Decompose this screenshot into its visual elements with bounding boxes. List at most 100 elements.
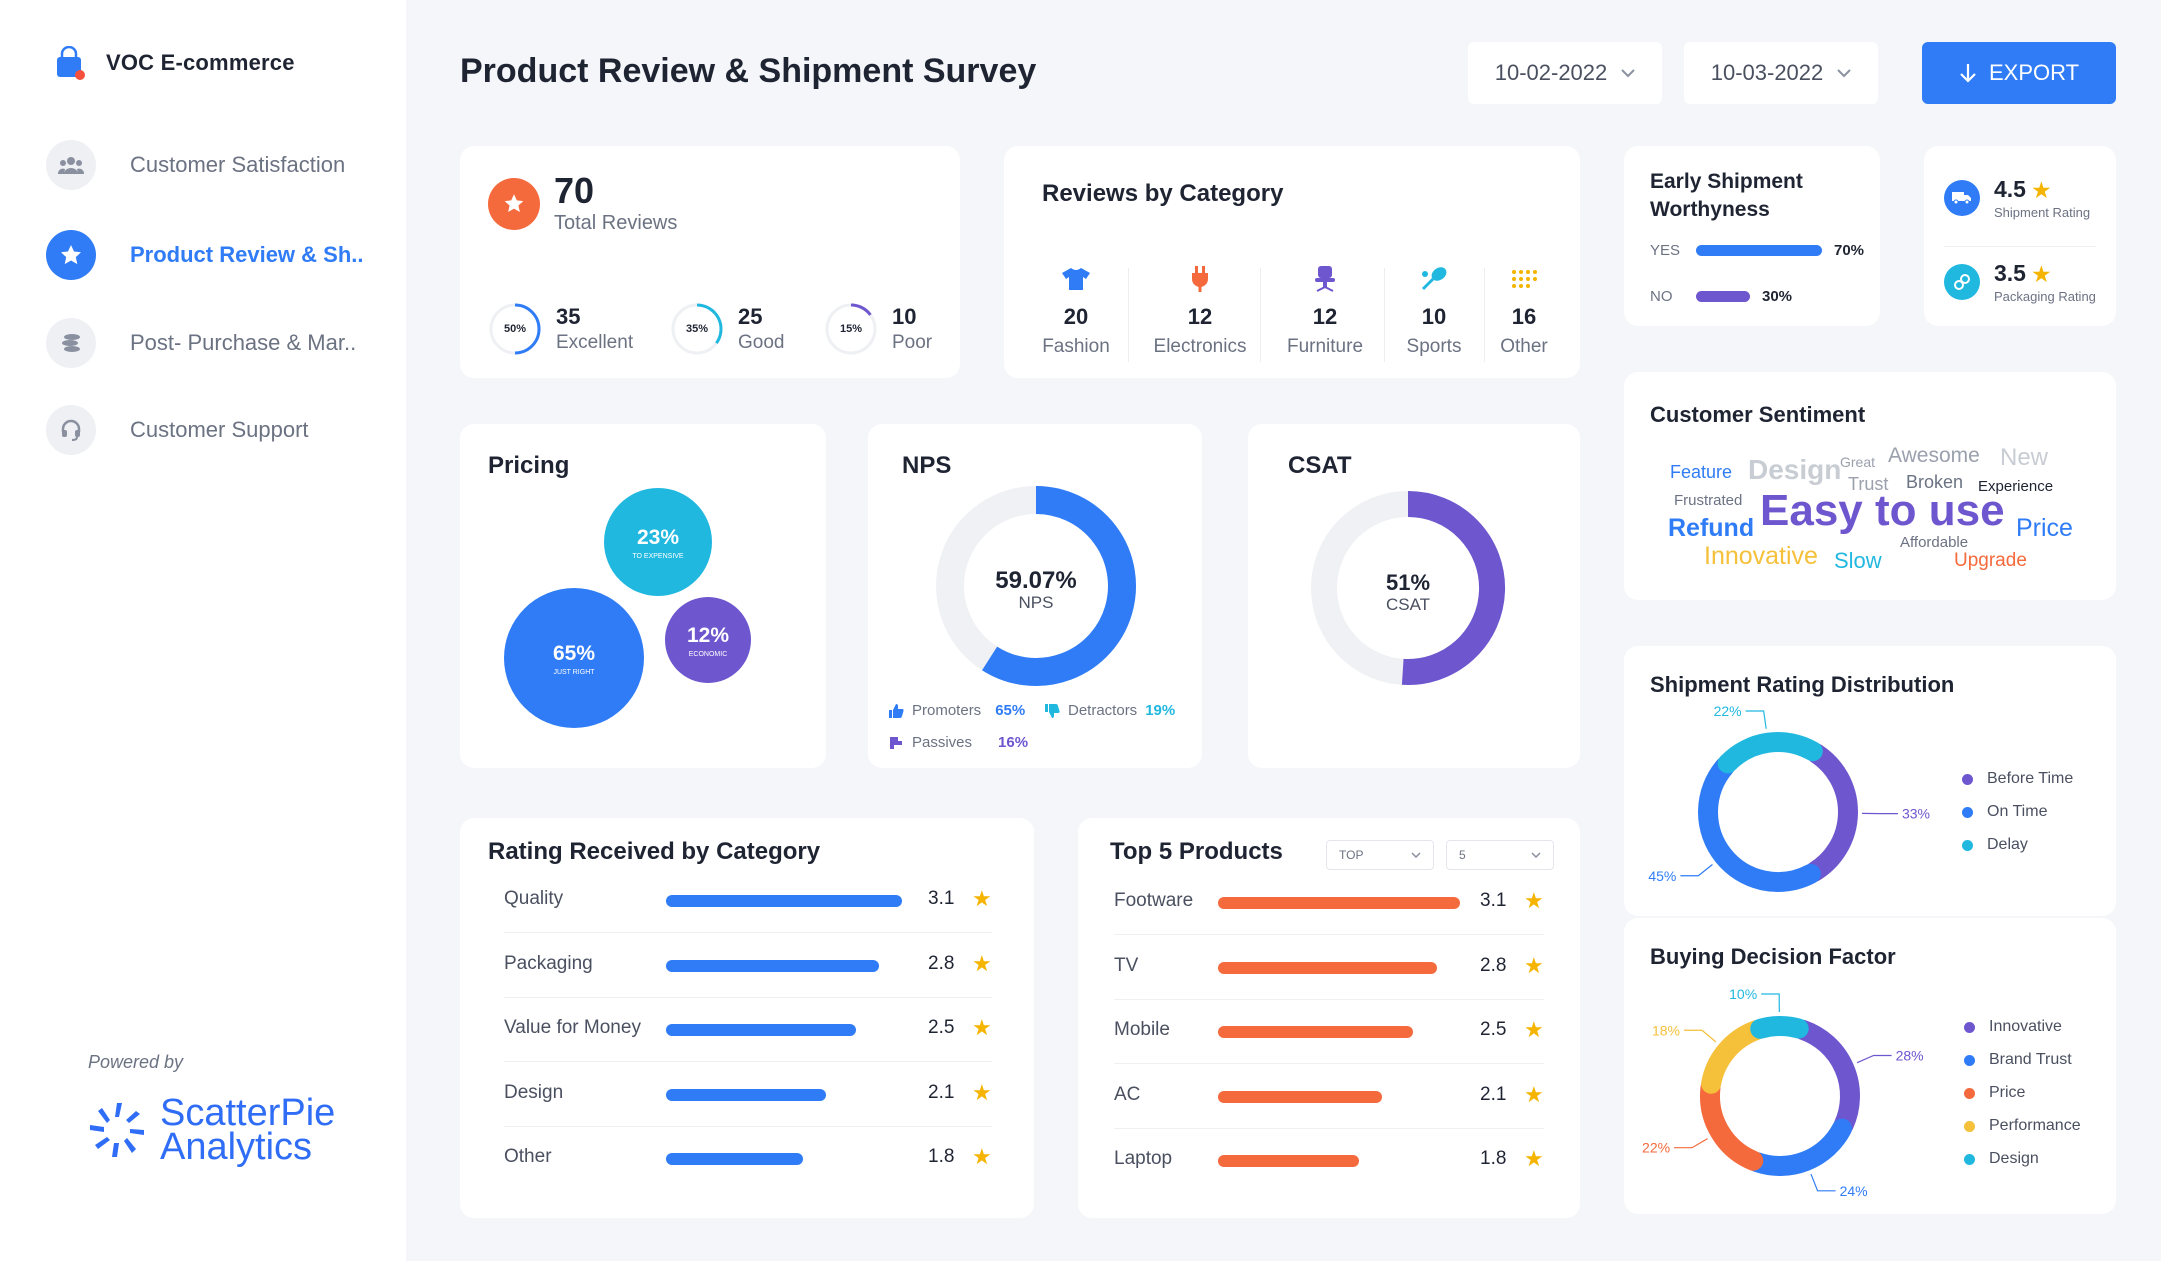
callout-line [1761, 993, 1780, 1013]
sidebar-item-label: Customer Support [130, 417, 309, 442]
legend-label: Performance [1989, 1117, 2081, 1134]
csat-arc [1401, 491, 1506, 685]
word: Refund [1668, 514, 1755, 542]
pricing-bubble-chart: 23% TO EXPENSIVE 65% JUST RIGHT 12% ECON… [504, 488, 751, 728]
top-products-card: Top 5 Products TOP 5 Footware 3.1 ★ TV 2.8 ★ M… [1078, 818, 1580, 1218]
donut-segment [1747, 1118, 1852, 1176]
bar [1218, 961, 1437, 974]
detractors-label: Detractors [1068, 702, 1138, 719]
word: Great [1840, 454, 1876, 470]
progress-ring: 50% [488, 302, 542, 356]
segment-pct: 28% [1896, 1047, 1924, 1063]
export-button[interactable]: EXPORT [1922, 42, 2116, 104]
coins-icon [46, 318, 96, 368]
reviews-by-category-card: Reviews by Category 20 Fashion 12 Electr… [1004, 146, 1580, 378]
sidebar-item-customer-support[interactable]: Customer Support [46, 405, 309, 455]
bar-value: 2.1 [1480, 1083, 1507, 1105]
legend-label: Design [1989, 1150, 2039, 1167]
download-arrow-icon [1960, 64, 1976, 83]
count-filter-select[interactable]: 5 [1446, 840, 1554, 870]
divider [1114, 1127, 1544, 1129]
brand[interactable]: VOC E-commerce [52, 45, 295, 80]
divider [1384, 268, 1385, 362]
word: New [2000, 444, 2049, 471]
review-good: 35% 25 Good [670, 302, 784, 356]
date-to-value: 10-03-2022 [1710, 60, 1824, 85]
divider [1114, 1063, 1544, 1065]
donut-segment [1698, 756, 1821, 892]
shipment-distribution-card: Shipment Rating Distribution 33% 45% 22% B… [1624, 646, 2116, 916]
legend-dot [1962, 839, 1973, 851]
ratings-card: 4.5 ★ Shipment Rating 3.5 ★ Packaging Ra… [1924, 146, 2116, 326]
date-from-picker[interactable]: 10-02-2022 [1468, 42, 1662, 104]
csat-value: 51% [1386, 570, 1430, 595]
word: Feature [1670, 462, 1733, 482]
callout-line [1856, 1054, 1892, 1064]
nps-arc [982, 486, 1136, 686]
divider [1260, 268, 1261, 362]
powered-by-label: Powered by [88, 1052, 184, 1072]
word: Frustrated [1674, 492, 1743, 509]
review-poor: 15% 10 Poor [824, 302, 932, 356]
users-icon [46, 140, 96, 190]
divider [1114, 934, 1544, 936]
word: Experience [1978, 478, 2054, 495]
chevron-down-icon [1531, 852, 1541, 858]
total-reviews-label: Total Reviews [554, 212, 678, 234]
legend-on-time: On Time [1962, 803, 2047, 821]
word: Trust [1848, 474, 1889, 494]
star-badge-icon [488, 178, 540, 230]
nps-passives: Passives 16% [888, 734, 1028, 751]
scatterpie-logo: ScatterPie Analytics [86, 1094, 335, 1166]
category-count: 12 [1187, 304, 1213, 329]
export-label: EXPORT [1988, 60, 2080, 85]
sidebar-item-product-review[interactable]: Product Review & Sh.. [46, 230, 364, 280]
ring-arc [696, 303, 723, 344]
legend-label: Delay [1987, 836, 2028, 853]
bubble-pct: 65% [553, 642, 595, 665]
bar-value: 1.8 [1480, 1148, 1507, 1169]
headset-icon [46, 405, 96, 455]
segment-pct: 45% [1648, 868, 1676, 884]
date-to-picker[interactable]: 10-03-2022 [1684, 42, 1878, 104]
bubble-label: TO EXPENSIVE [632, 553, 684, 560]
category-label: Other [1500, 336, 1548, 357]
category-electronics: 12 Electronics [1140, 264, 1260, 358]
top-filter-select[interactable]: TOP [1326, 840, 1434, 870]
ring-count: 25 [738, 304, 763, 329]
ring-pct: 15% [839, 323, 863, 335]
segment-pct: 18% [1652, 1022, 1680, 1038]
bubble-too-expensive: 23% TO EXPENSIVE [604, 488, 712, 596]
bar-label: TV [1114, 954, 1139, 976]
callout-line [1810, 1173, 1836, 1192]
category-other: 16 Other [1464, 264, 1584, 358]
category-count: 10 [1421, 304, 1447, 329]
divider [1484, 268, 1485, 362]
donut-segment [1700, 1077, 1764, 1171]
ring-pct: 50% [503, 323, 527, 335]
thumbs-up-icon [889, 703, 904, 718]
nps-detractors: Detractors 19% [1044, 702, 1175, 719]
category-fashion: 20 Fashion [1016, 264, 1136, 358]
sidebar-item-customer-satisfaction[interactable]: Customer Satisfaction [46, 140, 345, 190]
bar [666, 1153, 803, 1165]
legend-price: Price [1964, 1084, 2025, 1102]
bar-value: 3.1 [928, 888, 955, 909]
callout-line [1680, 864, 1713, 877]
title-line-2: Worthyness [1650, 198, 1770, 221]
word: Price [2016, 514, 2073, 542]
bar-label: Laptop [1114, 1148, 1173, 1169]
total-reviews-card: 70 Total Reviews 50% 35 Excellent 35% 25 G… [460, 146, 960, 378]
divider [504, 996, 992, 998]
sidebar-item-post-purchase[interactable]: Post- Purchase & Mar.. [46, 318, 356, 368]
bubble-just-right: 65% JUST RIGHT [504, 588, 644, 728]
passives-pct: 16% [998, 734, 1029, 751]
bar [666, 1088, 826, 1101]
category-label: Fashion [1042, 336, 1110, 357]
legend-dot [1964, 1021, 1975, 1033]
sidebar: VOC E-commerce Customer Satisfaction Pro… [0, 0, 406, 1261]
bar-value: 2.8 [928, 952, 955, 974]
detractors-pct: 19% [1145, 702, 1176, 719]
rating-label: Packaging Rating [1994, 289, 2096, 304]
sidebar-item-label: Customer Satisfaction [130, 152, 346, 177]
